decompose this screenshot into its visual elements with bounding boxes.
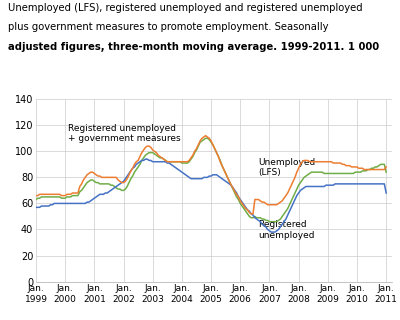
Text: Unemployed
(LFS): Unemployed (LFS): [258, 158, 315, 177]
Text: Registered unemployed
+ government measures: Registered unemployed + government measu…: [68, 124, 181, 143]
Text: Registered
unemployed: Registered unemployed: [258, 220, 314, 240]
Text: adjusted figures, three-month moving average. 1999-2011. 1 000: adjusted figures, three-month moving ave…: [8, 42, 379, 52]
Text: Unemployed (LFS), registered unemployed and registered unemployed: Unemployed (LFS), registered unemployed …: [8, 3, 363, 13]
Text: plus government measures to promote employment. Seasonally: plus government measures to promote empl…: [8, 22, 328, 32]
